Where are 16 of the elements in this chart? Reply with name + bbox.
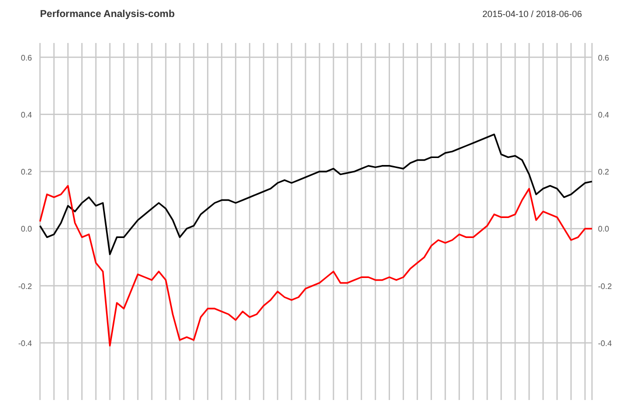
y-tick-label: -0.2 [18, 282, 33, 291]
y2-tick-label: 0.6 [598, 53, 610, 62]
y2-tick-label: 0.4 [598, 110, 610, 120]
line-series [39, 134, 593, 256]
chart-title: Performance Analysis-comb [40, 9, 175, 20]
text: 2015-04-10 / 2018-06-06 [482, 9, 582, 19]
y2-tick-label: -0.4 [598, 338, 612, 348]
y2-tick-label: -0.2 [598, 282, 612, 291]
y2-tick-label: 0.2 [598, 168, 610, 177]
y-tick-label: 0.0 [20, 224, 33, 234]
y-tick-label: 0.4 [20, 110, 33, 120]
y-tick-label: 0.6 [20, 53, 33, 62]
y2-tick-label: 0.0 [598, 224, 610, 234]
y-tick-label: -0.4 [18, 338, 33, 348]
line-series [39, 185, 593, 347]
y-tick-label: 0.2 [20, 168, 33, 177]
